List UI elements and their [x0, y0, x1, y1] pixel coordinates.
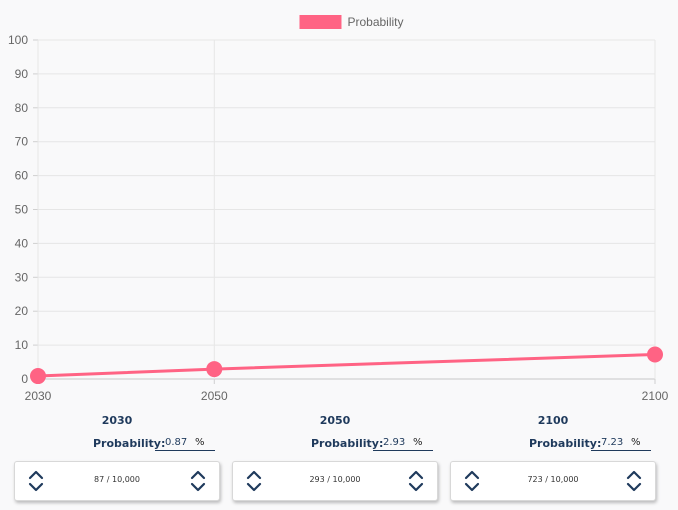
y-tick-label: 0 — [21, 372, 28, 386]
data-point — [647, 346, 663, 363]
chevron-down-icon — [246, 482, 262, 492]
y-tick-label: 80 — [15, 101, 29, 115]
count-value: 293 / 10,000 — [309, 475, 361, 484]
stepper-buttons-left[interactable] — [463, 468, 481, 494]
count-value: 723 / 10,000 — [527, 475, 579, 484]
chevron-up-icon — [190, 470, 206, 480]
x-tick-label: 2030 — [25, 389, 52, 403]
probability-input[interactable] — [155, 435, 215, 451]
chevron-down-icon — [464, 482, 480, 492]
count-stepper: 87 / 10,000 — [14, 461, 220, 501]
y-tick-label: 50 — [15, 203, 29, 217]
chevron-down-icon — [190, 482, 206, 492]
probability-label: Probability: — [93, 437, 166, 450]
chevron-down-icon — [626, 482, 642, 492]
stepper-buttons-left[interactable] — [27, 468, 45, 494]
data-point — [30, 368, 46, 385]
y-tick-label: 100 — [8, 33, 28, 47]
legend-label: Probability — [347, 15, 403, 29]
probability-chart: 0 10 20 30 40 50 60 70 80 90 100 2030 2050 2100 Probab… — [8, 15, 669, 403]
stepper-buttons-right[interactable] — [189, 468, 207, 494]
percent-unit: % — [195, 437, 205, 448]
count-value: 87 / 10,000 — [94, 475, 140, 484]
percent-unit: % — [413, 437, 423, 448]
y-tick-label: 70 — [15, 135, 29, 149]
year-heading: 2050 — [319, 414, 351, 427]
year-heading: 2100 — [537, 414, 569, 427]
count-stepper: 293 / 10,000 — [232, 461, 438, 501]
percent-unit: % — [631, 437, 641, 448]
probability-label: Probability: — [529, 437, 602, 450]
probability-input[interactable] — [591, 435, 651, 451]
stepper-buttons-right[interactable] — [625, 468, 643, 494]
chevron-down-icon — [408, 482, 424, 492]
stepper-buttons-right[interactable] — [407, 468, 425, 494]
x-tick-label: 2100 — [642, 389, 669, 403]
chevron-up-icon — [408, 470, 424, 480]
series-line — [37, 352, 656, 378]
year-heading: 2030 — [101, 414, 133, 427]
y-tick-label: 10 — [15, 338, 29, 352]
data-point — [206, 361, 223, 378]
y-tick-label: 40 — [15, 236, 29, 250]
chevron-up-icon — [626, 470, 642, 480]
stepper-buttons-left[interactable] — [245, 468, 263, 494]
count-stepper: 723 / 10,000 — [450, 461, 656, 501]
chevron-up-icon — [246, 470, 262, 480]
probability-label: Probability: — [311, 437, 384, 450]
x-tick-label: 2050 — [201, 389, 228, 403]
chevron-up-icon — [28, 470, 44, 480]
chevron-up-icon — [464, 470, 480, 480]
y-tick-label: 30 — [15, 270, 29, 284]
y-tick-label: 90 — [15, 67, 29, 81]
y-tick-label: 60 — [15, 169, 29, 183]
y-tick-label: 20 — [15, 304, 29, 318]
chevron-down-icon — [28, 482, 44, 492]
legend-swatch — [299, 15, 342, 29]
probability-input[interactable] — [373, 435, 433, 451]
